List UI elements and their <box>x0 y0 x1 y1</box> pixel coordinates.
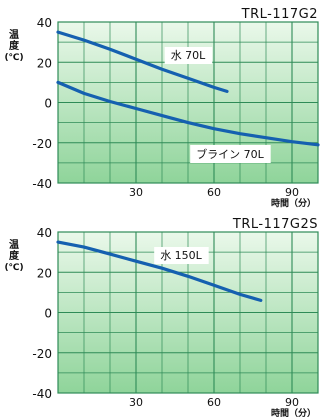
x-axis-label: 時間（分） <box>271 197 316 209</box>
x-tick-label: 90 <box>285 186 299 199</box>
svg-text:ブライン 70L: ブライン 70L <box>196 147 264 161</box>
x-tick-label: 90 <box>285 396 299 409</box>
y-axis-label: 温度(℃) <box>4 28 23 63</box>
x-tick-label: 30 <box>129 396 143 409</box>
series-label-2: ブライン 70L <box>190 145 270 163</box>
x-axis-label: 時間（分） <box>271 407 316 417</box>
y-tick-label: 0 <box>44 307 52 321</box>
chart-title: TRL-117G2S <box>232 217 318 232</box>
y-tick-label: -40 <box>32 387 52 401</box>
y-tick-label: 0 <box>44 97 52 111</box>
y-tick-label: 20 <box>37 266 52 280</box>
y-axis-label: 温度(℃) <box>4 238 23 273</box>
y-tick-label: -20 <box>32 137 52 151</box>
svg-text:水 70L: 水 70L <box>171 49 206 62</box>
y-tick-label: 20 <box>37 56 52 70</box>
x-tick-label: 30 <box>129 186 143 199</box>
y-tick-label: -20 <box>32 347 52 361</box>
chart-title: TRL-117G2 <box>241 7 318 22</box>
x-tick-label: 60 <box>207 396 221 409</box>
y-tick-label: 40 <box>37 226 52 240</box>
x-tick-label: 60 <box>207 186 221 199</box>
y-tick-label: -40 <box>32 177 52 191</box>
series-label-1: 水 150L <box>154 247 208 264</box>
svg-text:水 150L: 水 150L <box>160 249 202 262</box>
y-tick-label: 40 <box>37 16 52 30</box>
series-label-1: 水 70L <box>165 47 212 64</box>
